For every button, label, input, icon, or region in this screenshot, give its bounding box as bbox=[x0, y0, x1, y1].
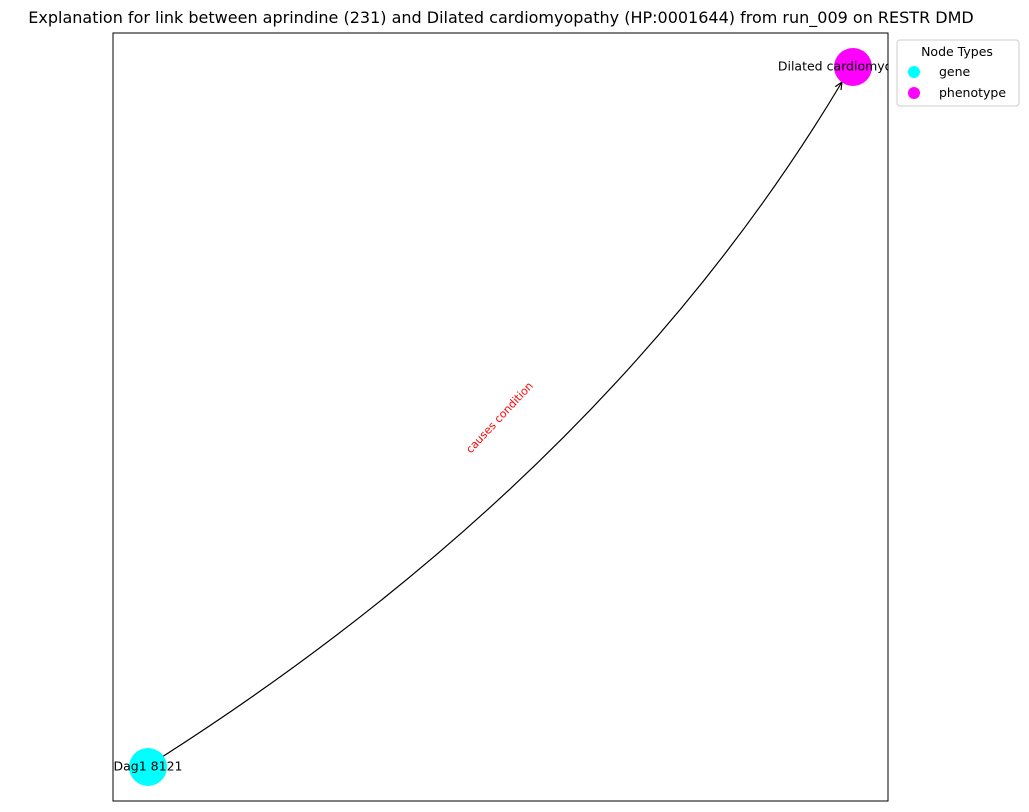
node-phenotype bbox=[834, 48, 872, 86]
edge-label: causes condition bbox=[463, 379, 536, 455]
figure-title: Explanation for link between aprindine (… bbox=[28, 8, 973, 28]
edge-causes-condition bbox=[161, 82, 842, 758]
legend-label-phenotype: phenotype bbox=[939, 85, 1006, 100]
legend-swatch-gene bbox=[908, 66, 920, 78]
legend-label-gene: gene bbox=[939, 64, 971, 79]
legend-swatch-phenotype bbox=[908, 87, 920, 99]
node-gene bbox=[129, 748, 167, 786]
legend-box bbox=[896, 39, 1020, 107]
legend-title: Node Types bbox=[921, 44, 993, 59]
node-label-phenotype: Dilated cardiomyopathy bbox=[778, 59, 929, 74]
node-label-gene: Dag1 8121 bbox=[114, 759, 183, 774]
plot-frame bbox=[112, 32, 889, 802]
legend: Node Types gene phenotype bbox=[896, 39, 1020, 107]
